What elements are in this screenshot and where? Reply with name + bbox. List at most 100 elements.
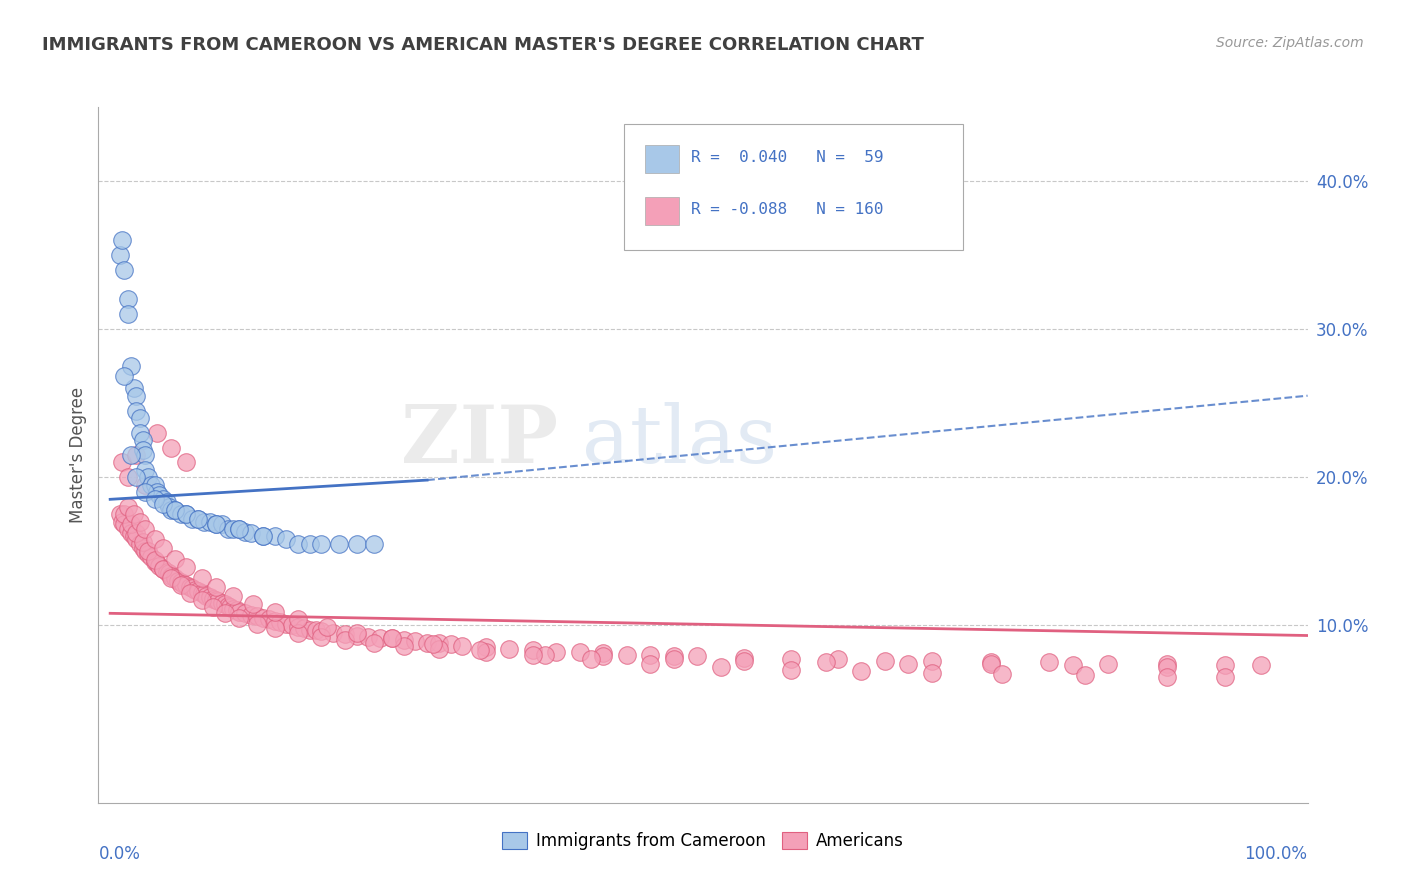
Text: R = -0.088   N = 160: R = -0.088 N = 160 [690, 202, 883, 217]
Point [581, 652, 603, 666]
Point [207, 594, 229, 608]
Point [141, 477, 163, 491]
Point [132, 433, 155, 447]
Point [228, 522, 250, 536]
Point [190, 585, 212, 599]
Point [111, 233, 134, 247]
Point [169, 578, 191, 592]
Point [263, 621, 285, 635]
Point [211, 596, 233, 610]
Point [427, 641, 450, 656]
Point [202, 591, 225, 606]
FancyBboxPatch shape [645, 197, 679, 226]
Point [169, 575, 191, 590]
Point [128, 537, 150, 551]
Point [322, 625, 344, 640]
Point [112, 263, 135, 277]
Point [190, 593, 212, 607]
Point [662, 652, 685, 666]
Point [228, 611, 250, 625]
Point [827, 652, 849, 666]
Point [1097, 657, 1119, 671]
Point [357, 630, 380, 644]
Point [780, 663, 803, 677]
Point [222, 589, 245, 603]
Point [242, 598, 264, 612]
Point [246, 609, 269, 624]
Point [152, 541, 174, 556]
Point [160, 569, 183, 583]
Point [475, 640, 498, 655]
Point [146, 425, 169, 440]
Point [169, 507, 191, 521]
Point [187, 511, 209, 525]
Point [451, 639, 474, 653]
Point [287, 620, 309, 634]
Point [638, 648, 661, 662]
Point [157, 566, 180, 581]
Point [298, 623, 321, 637]
Point [233, 524, 256, 539]
Point [108, 507, 131, 521]
Point [263, 614, 285, 628]
Point [311, 624, 333, 638]
FancyBboxPatch shape [645, 145, 679, 173]
Point [392, 632, 415, 647]
FancyBboxPatch shape [624, 124, 963, 250]
Point [226, 603, 249, 617]
Point [112, 369, 135, 384]
Point [117, 522, 139, 536]
Point [568, 645, 591, 659]
Point [686, 649, 709, 664]
Point [179, 580, 201, 594]
Point [616, 648, 638, 662]
Point [222, 522, 245, 536]
Point [163, 502, 186, 516]
Point [269, 615, 291, 630]
Point [1038, 655, 1060, 669]
Point [204, 517, 226, 532]
Point [152, 492, 174, 507]
Point [311, 537, 333, 551]
Point [195, 589, 218, 603]
Point [276, 533, 298, 547]
Point [125, 470, 148, 484]
Point [134, 522, 156, 536]
Point [363, 537, 385, 551]
Point [921, 654, 943, 668]
Point [134, 484, 156, 499]
Point [921, 665, 943, 680]
Point [152, 562, 174, 576]
Point [193, 587, 215, 601]
Point [1215, 670, 1237, 684]
Point [439, 637, 461, 651]
Point [498, 641, 520, 656]
Point [152, 497, 174, 511]
Point [287, 625, 309, 640]
Point [187, 584, 209, 599]
Point [163, 502, 186, 516]
Point [363, 636, 385, 650]
Point [733, 654, 755, 668]
Point [257, 612, 280, 626]
Point [122, 529, 145, 543]
Point [193, 515, 215, 529]
Point [136, 470, 159, 484]
Point [163, 571, 186, 585]
Point [120, 448, 142, 462]
Point [183, 582, 205, 597]
Point [422, 637, 444, 651]
Point [217, 522, 239, 536]
Point [146, 556, 169, 570]
Point [233, 607, 256, 621]
Point [381, 632, 404, 646]
Point [187, 511, 209, 525]
Point [141, 550, 163, 565]
Point [592, 649, 614, 664]
Point [346, 628, 368, 642]
Point [546, 645, 568, 659]
Point [980, 657, 1002, 671]
Point [392, 639, 415, 653]
Point [176, 455, 198, 469]
Point [163, 551, 186, 566]
